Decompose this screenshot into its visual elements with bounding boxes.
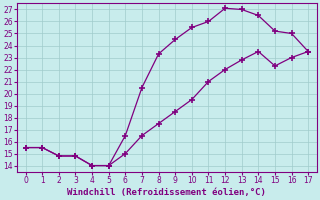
X-axis label: Windchill (Refroidissement éolien,°C): Windchill (Refroidissement éolien,°C) — [68, 188, 266, 197]
